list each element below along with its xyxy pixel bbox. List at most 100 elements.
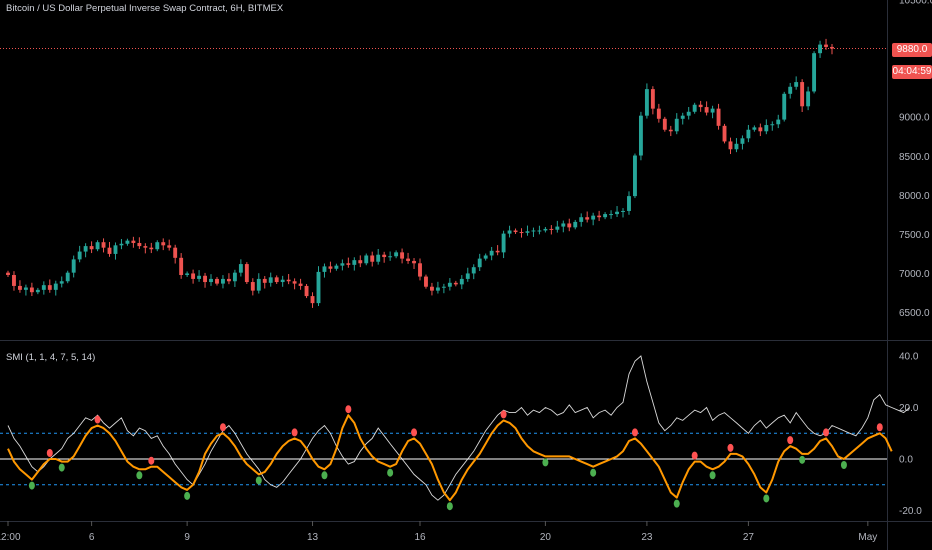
time-tick-label: 13 (307, 532, 319, 543)
candle-body (244, 264, 249, 283)
candle-body (776, 119, 781, 125)
candle-body (215, 278, 219, 284)
candle-body (191, 273, 196, 279)
candle-body (346, 263, 351, 265)
candle-body (668, 129, 673, 132)
smi-peak-marker (94, 415, 101, 424)
smi-signal-line (7, 414, 893, 502)
candle-body (376, 254, 381, 262)
candle-body (418, 263, 422, 277)
smi-raw-line (7, 355, 910, 501)
candle-body (358, 260, 363, 264)
smi-tick-label: 0.0 (899, 455, 913, 466)
candle-body (274, 277, 279, 283)
candle-body (77, 251, 82, 260)
candle-body (501, 233, 506, 253)
candle-body (382, 254, 387, 258)
candle-body (746, 129, 751, 139)
smi-trough-marker (763, 494, 770, 503)
candle-body (615, 211, 619, 215)
candle-body (698, 104, 703, 108)
candle-body (555, 226, 560, 230)
smi-trough-marker (255, 476, 262, 485)
candle-body (603, 214, 608, 218)
candle-body (638, 115, 643, 156)
candle-body (830, 46, 834, 49)
time-tick-label: 16 (414, 532, 426, 543)
candle-body (137, 242, 142, 247)
time-tick-label: 23 (641, 532, 653, 543)
candle-body (800, 82, 805, 107)
candle-body (459, 278, 464, 285)
candle-body (328, 266, 333, 269)
candle-body (412, 260, 416, 264)
indicator-title: SMI (1, 1, 4, 7, 5, 14) (6, 352, 96, 363)
candle-body (232, 272, 237, 282)
candle-body (35, 289, 40, 293)
candle-body (316, 271, 321, 304)
candle-body (435, 287, 440, 291)
price-tick-label: 10500.0 (899, 0, 932, 7)
candle-body (18, 285, 22, 290)
smi-peak-marker (411, 428, 418, 437)
smi-peak-marker (727, 443, 734, 452)
candle-body (143, 246, 148, 248)
candle-body (824, 44, 828, 47)
candle-body (250, 282, 255, 291)
candle-body (131, 240, 136, 243)
candle-body (298, 283, 303, 286)
candle-body (477, 258, 482, 268)
candle-body (149, 247, 154, 250)
candle-body (107, 247, 112, 254)
candle-body (53, 283, 58, 290)
candle-body (441, 286, 446, 288)
candle-body (226, 278, 231, 282)
candle-body (621, 210, 625, 212)
smi-peak-marker (823, 428, 830, 437)
candle-body (692, 104, 697, 112)
candle-body (686, 111, 691, 116)
candle-body (633, 155, 637, 197)
candle-body (262, 278, 267, 283)
price-tick-label: 6500.0 (899, 308, 930, 319)
candle-body (185, 273, 190, 276)
candle-body (812, 53, 817, 92)
candle-body (561, 223, 566, 227)
candle-body (770, 124, 775, 126)
candle-body (627, 196, 631, 211)
smi-peak-marker (787, 436, 794, 445)
candle-body (47, 285, 52, 290)
candle-body (286, 279, 291, 282)
candle-body (101, 242, 106, 248)
candle-body (644, 89, 649, 116)
candle-body (310, 296, 315, 304)
candle-body (59, 281, 64, 284)
candle-body (728, 141, 733, 150)
smi-trough-marker (709, 471, 716, 480)
smi-trough-marker (799, 455, 806, 464)
smi-tick-label: 40.0 (899, 352, 919, 363)
price-tick-label: 8500.0 (899, 152, 930, 163)
candle-body (513, 230, 518, 233)
candle-body (268, 277, 273, 283)
candle-body (29, 287, 34, 293)
candle-body (304, 285, 309, 297)
candle-body (579, 217, 584, 222)
candle-body (507, 230, 512, 234)
candle-body (209, 278, 213, 283)
smi-trough-marker (840, 461, 847, 469)
candle-body (447, 282, 452, 287)
candle-body (322, 266, 327, 272)
candle-body (334, 265, 339, 269)
candle-body (525, 231, 530, 233)
candle-body (465, 273, 470, 279)
candle-body (483, 255, 488, 259)
smi-peak-marker (291, 428, 298, 437)
candle-body (179, 257, 184, 276)
candle-body (173, 247, 178, 258)
smi-trough-marker (387, 468, 394, 477)
candle-body (788, 86, 793, 94)
price-tick-label: 8000.0 (899, 191, 930, 202)
candle-body (370, 255, 375, 262)
